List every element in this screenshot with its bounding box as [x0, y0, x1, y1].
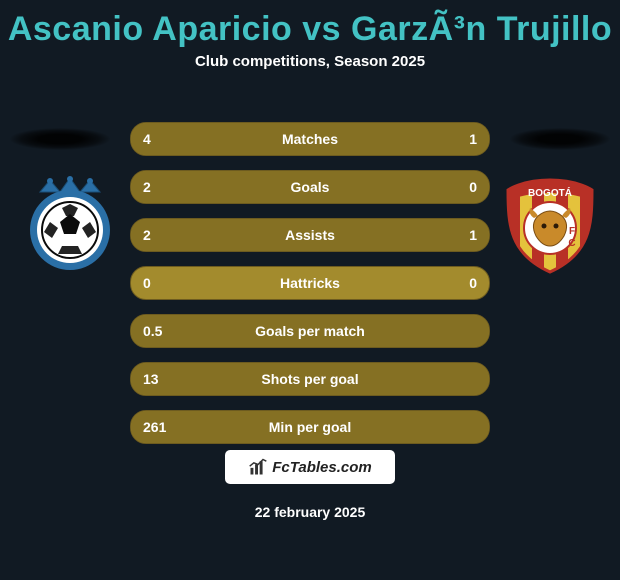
- bar-chart-icon: [248, 457, 268, 477]
- page-subtitle: Club competitions, Season 2025: [0, 53, 620, 70]
- stat-row: 41Matches: [130, 122, 490, 156]
- svg-text:C: C: [568, 238, 575, 249]
- stat-label: Shots per goal: [131, 363, 489, 395]
- stat-label: Min per goal: [131, 411, 489, 443]
- svg-text:BOGOTÁ: BOGOTÁ: [528, 186, 572, 199]
- stat-label: Goals: [131, 171, 489, 203]
- stat-label: Hattricks: [131, 267, 489, 299]
- stat-row: 00Hattricks: [130, 266, 490, 300]
- stat-label: Goals per match: [131, 315, 489, 347]
- footer-date: 22 february 2025: [0, 504, 620, 520]
- watermark-text: FcTables.com: [272, 459, 371, 476]
- team-crest-right: BOGOTÁ F C: [500, 176, 600, 276]
- player-shadow-left: [10, 128, 110, 150]
- crest-left-svg: [20, 172, 120, 272]
- stat-label: Matches: [131, 123, 489, 155]
- watermark: FcTables.com: [225, 450, 395, 484]
- page-title: Ascanio Aparicio vs GarzÃ³n Trujillo: [0, 10, 620, 49]
- stat-row: 261Min per goal: [130, 410, 490, 444]
- player-shadow-right: [510, 128, 610, 150]
- stat-comparison-chart: 41Matches 20Goals 21Assists 00Hattricks 0.5G…: [130, 122, 490, 458]
- stat-row: 0.5Goals per match: [130, 314, 490, 348]
- stat-row: 13Shots per goal: [130, 362, 490, 396]
- svg-text:F: F: [569, 226, 575, 237]
- stat-row: 21Assists: [130, 218, 490, 252]
- team-crest-left: [20, 172, 120, 272]
- crest-right-svg: BOGOTÁ F C: [500, 176, 600, 276]
- comparison-card: Ascanio Aparicio vs GarzÃ³n Trujillo Clu…: [0, 0, 620, 580]
- stat-label: Assists: [131, 219, 489, 251]
- stat-row: 20Goals: [130, 170, 490, 204]
